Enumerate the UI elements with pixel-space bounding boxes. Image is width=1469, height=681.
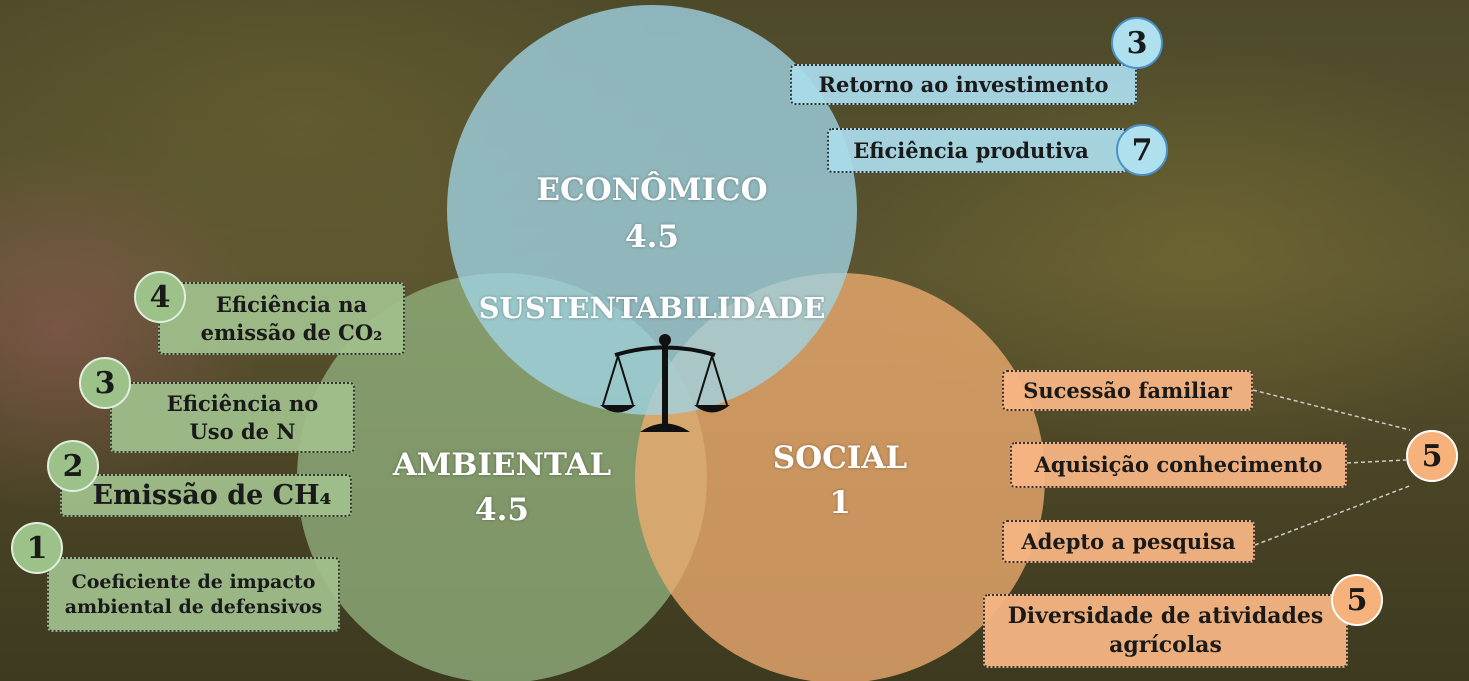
center-title: SUSTENTABILIDADE xyxy=(478,291,826,325)
dimension-title: AMBIENTAL xyxy=(392,447,612,483)
dimension-score: 4.5 xyxy=(625,219,679,255)
indicator-score: 2 xyxy=(47,440,99,492)
dimension-title: SOCIAL xyxy=(772,440,908,476)
indicator-box: Eficiência no Uso de N xyxy=(110,382,355,453)
indicator-label: Adepto a pesquisa xyxy=(1021,528,1236,554)
indicator-score: 1 xyxy=(11,522,63,574)
indicator-label: Eficiência produtiva xyxy=(853,137,1089,163)
indicator-box: Adepto a pesquisa xyxy=(1002,520,1255,563)
indicator-box: Coeficiente de impacto ambiental de defe… xyxy=(47,557,340,632)
indicator-label: Retorno ao investimento xyxy=(818,71,1109,97)
indicator-label: Aquisição conhecimento xyxy=(1034,452,1323,478)
indicator-score: 3 xyxy=(1111,17,1163,69)
indicator-score: 7 xyxy=(1116,124,1168,176)
indicator-label: Coeficiente de impacto xyxy=(71,570,316,593)
indicator-label: ambiental de defensivos xyxy=(64,595,323,618)
indicator-label: Emissão de CH₄ xyxy=(92,479,332,511)
dimension-title: ECONÔMICO xyxy=(536,172,768,208)
indicator-box: Retorno ao investimento xyxy=(790,64,1137,105)
indicator-box: Diversidade de atividades agrícolas xyxy=(983,594,1348,668)
indicator-box: Eficiência produtiva xyxy=(827,128,1127,173)
scale-icon xyxy=(600,334,730,432)
dimension-score: 1 xyxy=(829,485,851,521)
indicator-label: Uso de N xyxy=(189,418,296,444)
indicator-score: 5 xyxy=(1406,430,1458,482)
indicator-score: 4 xyxy=(134,271,186,323)
indicator-box: Sucessão familiar xyxy=(1002,370,1253,411)
economico-circle xyxy=(447,5,857,415)
indicator-label: agrícolas xyxy=(1109,632,1222,658)
indicator-label: Eficiência na xyxy=(215,292,368,318)
indicator-label: Eficiência no xyxy=(166,391,319,417)
indicator-box: Emissão de CH₄ xyxy=(60,474,352,517)
indicator-label: Diversidade de atividades xyxy=(1007,603,1324,630)
indicator-score: 5 xyxy=(1331,574,1383,626)
dimension-score: 4.5 xyxy=(475,492,529,528)
connector-lines xyxy=(1252,389,1413,546)
indicator-box: Eficiência na emissão de CO₂ xyxy=(158,282,405,355)
indicator-score: 3 xyxy=(79,357,131,409)
indicator-label: Sucessão familiar xyxy=(1023,377,1232,403)
indicator-label: emissão de CO₂ xyxy=(200,319,383,345)
indicator-box: Aquisição conhecimento xyxy=(1010,442,1347,488)
